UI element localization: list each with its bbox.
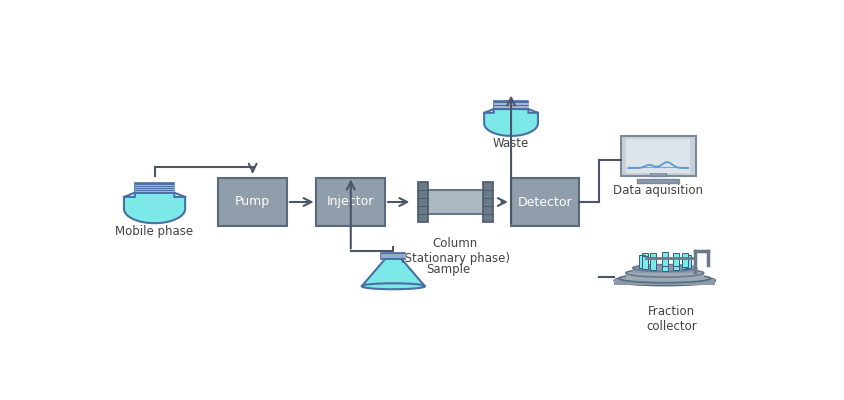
Bar [135, 183, 175, 193]
Bar [674, 252, 679, 266]
Polygon shape [361, 259, 425, 286]
Ellipse shape [626, 269, 704, 277]
Polygon shape [484, 109, 538, 136]
Bar [418, 182, 428, 222]
Bar [614, 279, 715, 285]
Ellipse shape [633, 264, 697, 272]
Text: Detector: Detector [517, 196, 572, 208]
Text: Data aquisition: Data aquisition [614, 184, 703, 197]
Bar [651, 257, 657, 270]
Bar [642, 254, 648, 267]
Text: Injector: Injector [327, 196, 375, 208]
Bar [316, 178, 385, 226]
Text: Sample: Sample [426, 263, 470, 276]
Bar [423, 190, 488, 214]
Bar [651, 252, 657, 266]
Polygon shape [124, 193, 185, 223]
Bar [620, 136, 695, 176]
Bar [639, 255, 645, 268]
Bar [674, 257, 679, 270]
Bar [682, 254, 688, 267]
Bar [381, 253, 405, 259]
Bar [642, 256, 648, 269]
Bar [684, 255, 690, 268]
Bar [651, 169, 666, 176]
Text: Pump: Pump [235, 196, 270, 208]
Text: Fraction
collector: Fraction collector [646, 305, 696, 333]
Bar [662, 252, 668, 266]
Bar [633, 268, 697, 273]
Ellipse shape [619, 274, 711, 283]
Ellipse shape [614, 276, 715, 285]
Text: Column
(Stationary phase): Column (Stationary phase) [400, 237, 511, 265]
Text: Mobile phase: Mobile phase [116, 225, 193, 238]
Bar [637, 178, 679, 182]
Bar [511, 178, 579, 226]
Bar [682, 256, 688, 269]
Bar [662, 257, 668, 270]
Bar [483, 182, 494, 222]
Bar [626, 138, 690, 173]
Text: Waste: Waste [493, 137, 529, 150]
Ellipse shape [361, 283, 425, 289]
Bar [219, 178, 287, 226]
Bar [494, 101, 528, 109]
Bar [626, 273, 704, 278]
